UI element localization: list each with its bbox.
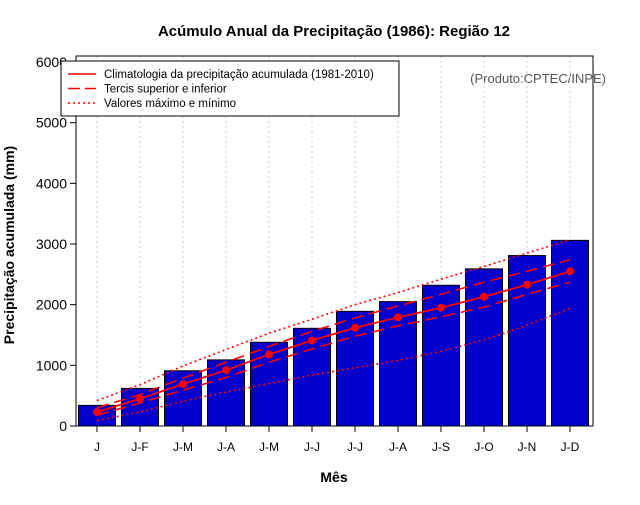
y-tick-label: 2000 xyxy=(36,297,67,313)
y-tick-label: 6000 xyxy=(36,54,67,70)
axes-layer: 0 1000 2000 3000 4000 5000 6000 J J-F J-M J-A J-M J-… xyxy=(36,54,594,454)
y-tick-label: 3000 xyxy=(36,236,67,252)
series-line-solid-with-points-0 xyxy=(96,270,571,413)
bar-9 xyxy=(422,284,460,427)
x-tick-label: J-J xyxy=(304,440,320,454)
x-tick-label: J-F xyxy=(131,440,148,454)
chart-title: Acúmulo Anual da Precipitação (1986): Re… xyxy=(158,23,510,40)
x-tick-label: J-M xyxy=(259,440,279,454)
legend-label: Tercis superior e inferior xyxy=(104,84,227,96)
climatology-point xyxy=(394,313,402,322)
legend-label: Climatologia da precipitação acumulada (… xyxy=(104,69,374,81)
plot-frame xyxy=(75,55,594,427)
x-tick-label: J-J xyxy=(347,440,363,454)
legend-label: Valores máximo e mínimo xyxy=(104,98,236,110)
climatology-point xyxy=(179,380,187,389)
climatology-point xyxy=(523,280,531,289)
x-tick-label: J-A xyxy=(217,440,235,454)
legend: Climatologia da precipitação acumulada (… xyxy=(60,60,400,117)
climatology-point xyxy=(222,366,230,375)
climatology-point xyxy=(480,292,488,301)
x-tick-label: J-O xyxy=(474,440,493,454)
climatology-point xyxy=(351,323,359,332)
series-line-dashed-2 xyxy=(96,281,571,416)
lines-layer xyxy=(93,238,574,422)
x-tick-label: J-S xyxy=(432,440,450,454)
x-tick-label: J xyxy=(94,440,100,454)
y-tick-label: 0 xyxy=(59,418,67,434)
climatology-point xyxy=(437,303,445,312)
y-tick-label: 5000 xyxy=(36,115,67,131)
y-tick-label: 4000 xyxy=(36,175,67,191)
climatology-point xyxy=(308,336,316,345)
grid-layer xyxy=(96,56,571,426)
legend-box xyxy=(60,60,400,117)
y-axis-label: Precipitação acumulada (mm) xyxy=(1,146,17,344)
x-tick-label: J-A xyxy=(389,440,407,454)
series-line-dotted-4 xyxy=(96,307,571,422)
x-tick-label: J-N xyxy=(518,440,537,454)
x-tick-label: J-M xyxy=(173,440,193,454)
x-axis-label: Mês xyxy=(320,469,347,485)
x-tick-label: J-D xyxy=(561,440,580,454)
climatology-point xyxy=(136,394,144,403)
y-tick-label: 1000 xyxy=(36,357,67,373)
climatology-point xyxy=(566,267,574,276)
source-note: (Produto:CPTEC/INPE) xyxy=(470,71,606,86)
series-line-dashed-1 xyxy=(96,259,571,409)
bar-8 xyxy=(379,301,417,427)
climatology-point xyxy=(265,350,273,359)
